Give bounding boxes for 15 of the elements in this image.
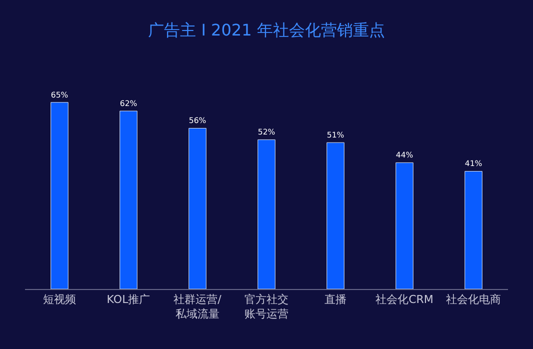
bar <box>258 139 276 289</box>
x-tick-label: 社群运营/私域流量 <box>174 293 222 320</box>
x-tick-label: 官方社交账号运营 <box>244 293 288 320</box>
bar <box>120 110 138 289</box>
bar <box>396 162 414 289</box>
bar <box>188 128 206 289</box>
x-tick-label: 短视频 <box>43 293 76 306</box>
x-tick-label: 社会化CRM <box>376 293 434 306</box>
x-tick-label: 社会化电商 <box>446 293 501 306</box>
x-tick-label: KOL推广 <box>106 293 150 306</box>
bar <box>464 171 482 289</box>
chart-title: 广告主 I 2021 年社会化营销重点 <box>148 20 385 40</box>
x-tick-label: 直播 <box>324 293 346 306</box>
bar <box>326 142 344 289</box>
bar <box>50 102 68 289</box>
